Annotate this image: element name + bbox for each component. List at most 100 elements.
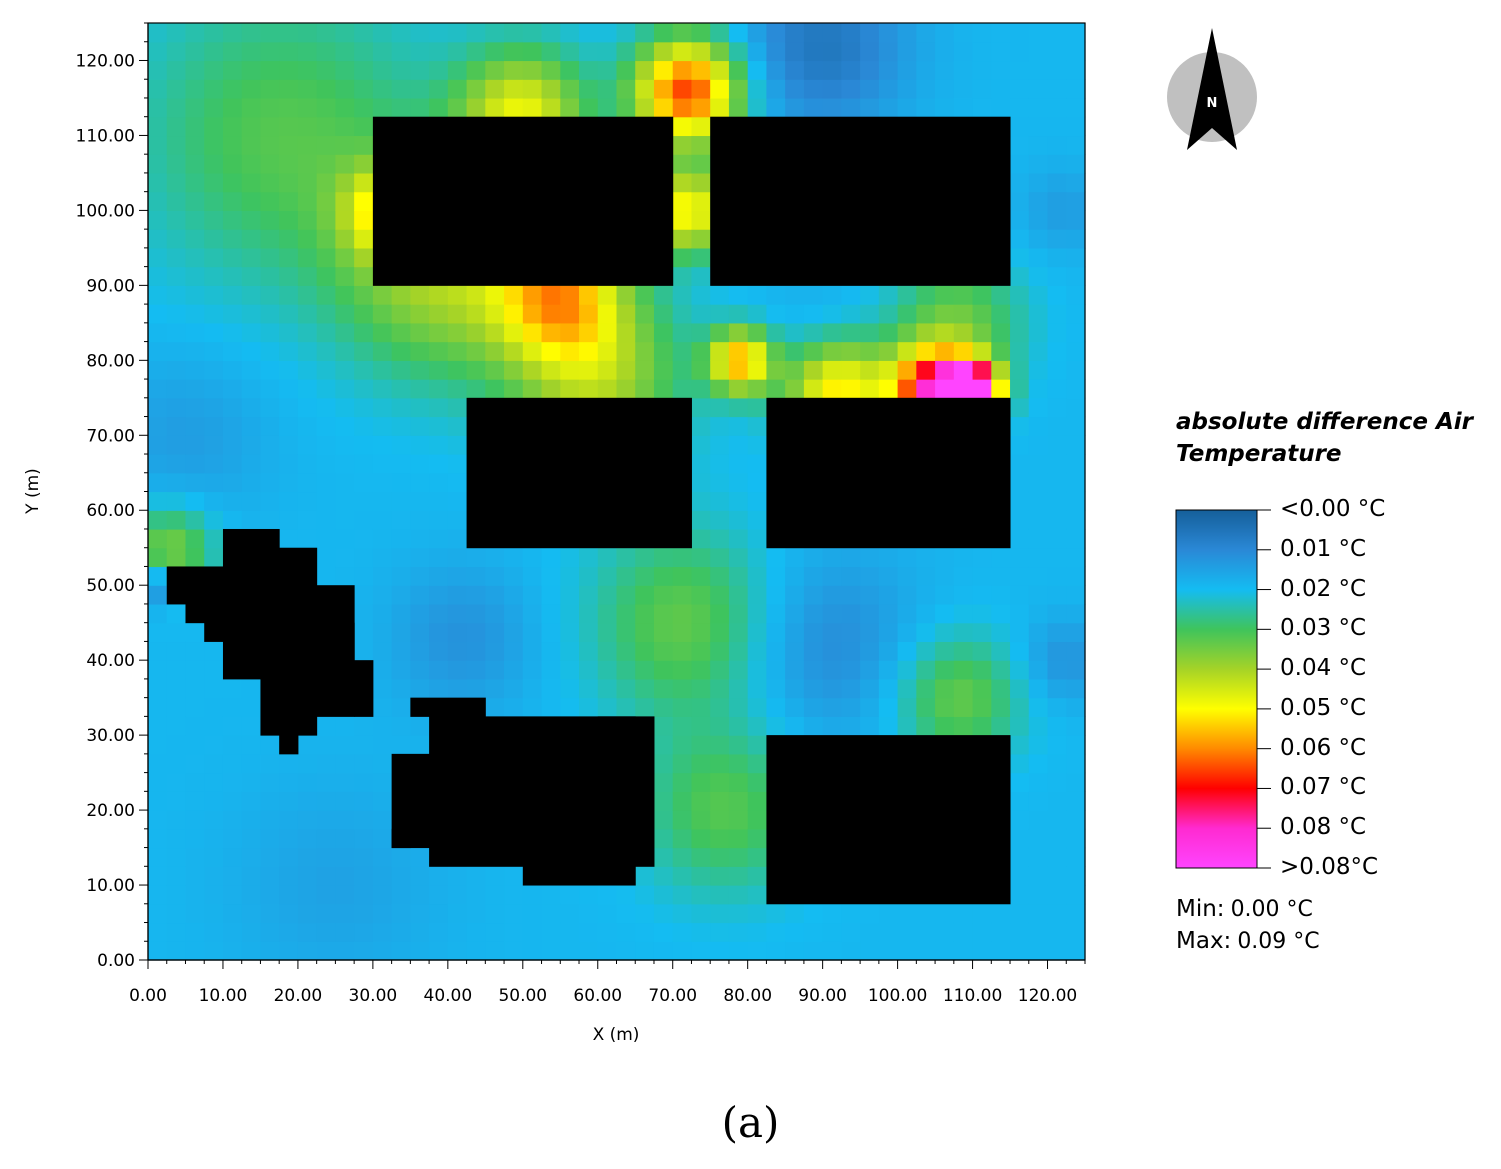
heatmap-cell: [447, 491, 468, 511]
heatmap-cell: [166, 641, 187, 661]
heatmap-cell: [1066, 491, 1086, 511]
heatmap-cell: [447, 472, 468, 493]
heatmap-cell: [185, 41, 205, 62]
heatmap-cell: [747, 510, 768, 530]
heatmap-cell: [785, 322, 805, 343]
heatmap-cell: [860, 941, 880, 961]
heatmap-cell: [522, 922, 543, 942]
heatmap-cell: [504, 360, 524, 380]
heatmap-cell: [953, 697, 974, 717]
heatmap-cell: [972, 585, 992, 605]
heatmap-cell: [972, 922, 992, 942]
heatmap-cell: [991, 941, 1011, 961]
heatmap-cell: [953, 23, 974, 43]
heatmap-cell: [522, 941, 543, 961]
heatmap-cell: [166, 79, 187, 99]
heatmap-cell: [803, 922, 824, 942]
heatmap-cell: [1010, 60, 1030, 80]
heatmap-cell: [372, 697, 393, 717]
heatmap-cell: [410, 416, 430, 436]
heatmap-cell: [897, 622, 917, 643]
heatmap-cell: [972, 566, 992, 586]
heatmap-cell: [485, 603, 505, 624]
heatmap-cell: [710, 810, 730, 830]
heatmap-cell: [279, 247, 299, 268]
x-tick-label: 110.00: [943, 986, 1002, 1006]
heatmap-cell: [991, 547, 1011, 568]
heatmap-cell: [204, 210, 224, 230]
heatmap-cell: [204, 678, 224, 699]
heatmap-cell: [935, 547, 955, 568]
heatmap-cell: [747, 716, 768, 736]
heatmap-cell: [1066, 678, 1086, 699]
heatmap-cell: [1028, 716, 1049, 736]
heatmap-cell: [222, 379, 243, 399]
heatmap-cell: [222, 210, 243, 230]
heatmap-cell: [728, 472, 749, 493]
heatmap-cell: [766, 304, 786, 324]
heatmap-cell: [691, 379, 711, 399]
heatmap-cell: [710, 341, 730, 361]
heatmap-cell: [878, 341, 899, 361]
heatmap-cell: [297, 60, 318, 80]
heatmap-cell: [579, 641, 599, 661]
heatmap-cell: [504, 660, 524, 680]
heatmap-cell: [279, 435, 299, 455]
heatmap-cell: [635, 641, 655, 661]
heatmap-cell: [1066, 735, 1086, 755]
x-tick-label: 20.00: [274, 986, 323, 1006]
heatmap-cell: [653, 903, 674, 924]
heatmap-cell: [653, 79, 674, 99]
heatmap-cell: [747, 41, 768, 62]
heatmap-cell: [1047, 247, 1067, 268]
heatmap-cell: [185, 135, 205, 155]
heatmap-cell: [541, 641, 561, 661]
heatmap-cell: [766, 716, 786, 736]
heatmap-cell: [822, 603, 842, 624]
heatmap-cell: [691, 210, 711, 230]
heatmap-cell: [1066, 154, 1086, 174]
heatmap-cell: [410, 566, 430, 586]
heatmap-cell: [279, 360, 299, 380]
heatmap-cell: [1047, 528, 1067, 549]
heatmap-cell: [204, 528, 224, 549]
heatmap-cell: [260, 341, 280, 361]
heatmap-cell: [672, 678, 693, 699]
heatmap-cell: [222, 304, 243, 324]
heatmap-cell: [391, 341, 411, 361]
heatmap-cell: [372, 472, 393, 493]
heatmap-cell: [466, 41, 486, 62]
heatmap-cell: [822, 941, 842, 961]
heatmap-cell: [466, 322, 486, 343]
heatmap-cell: [1047, 341, 1067, 361]
heatmap-cell: [878, 79, 899, 99]
heatmap-cell: [204, 866, 224, 886]
heatmap-cell: [597, 547, 618, 568]
heatmap-cell: [447, 641, 468, 661]
heatmap-cell: [1066, 97, 1086, 118]
heatmap-cell: [653, 716, 674, 736]
heatmap-cell: [372, 416, 393, 436]
heatmap-cell: [279, 472, 299, 493]
heatmap-cell: [354, 379, 374, 399]
heatmap-cell: [504, 678, 524, 699]
heatmap-cell: [354, 210, 374, 230]
heatmap-cell: [916, 941, 936, 961]
heatmap-cell: [166, 135, 187, 155]
heatmap-cell: [897, 660, 917, 680]
heatmap-cell: [148, 828, 168, 849]
heatmap-cell: [222, 79, 243, 99]
heatmap-cell: [185, 678, 205, 699]
heatmap-cell: [372, 285, 393, 305]
heatmap-cell: [241, 172, 262, 193]
heatmap-cell: [316, 753, 336, 774]
heatmap-cell: [1047, 229, 1067, 249]
heatmap-cell: [878, 285, 899, 305]
heatmap-cell: [1028, 641, 1049, 661]
heatmap-cell: [747, 397, 768, 418]
heatmap-cell: [747, 585, 768, 605]
heatmap-cell: [616, 547, 636, 568]
max-stat: Max: 0.09 °C: [1176, 928, 1320, 954]
heatmap-cell: [935, 23, 955, 43]
heatmap-cell: [597, 304, 618, 324]
